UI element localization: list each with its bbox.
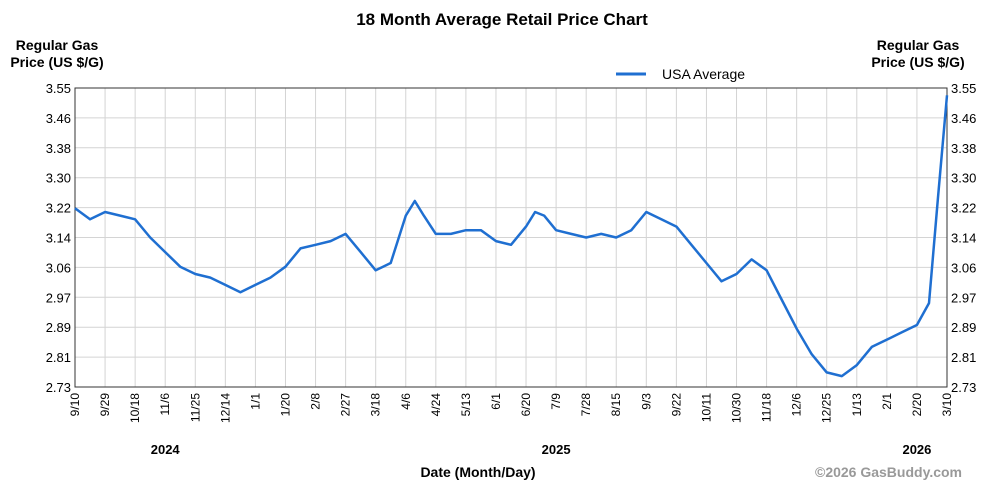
y-tick-label-right: 2.73 <box>951 380 976 395</box>
left-y-axis-labels: 3.55 3.46 3.38 3.30 3.22 3.14 3.06 2.97 2.89 2.81… <box>46 81 71 395</box>
x-tick-label: 9/29 <box>98 393 112 417</box>
y-tick-label-right: 2.89 <box>951 320 976 335</box>
y-tick-label-left: 3.38 <box>46 141 71 156</box>
legend-label-usa-average: USA Average <box>662 66 745 82</box>
right-y-axis-title-line1: Regular Gas <box>877 37 960 53</box>
right-y-axis-labels: 3.55 3.46 3.38 3.30 3.22 3.14 3.06 2.97 2.89 2.81… <box>951 81 976 395</box>
x-tick-label: 7/28 <box>579 393 593 417</box>
x-tick-label: 3/18 <box>369 393 383 417</box>
x-tick-label: 7/9 <box>549 393 563 410</box>
year-label: 2024 <box>151 442 181 457</box>
y-tick-label-left: 3.14 <box>46 231 71 246</box>
y-tick-label-right: 3.14 <box>951 231 976 246</box>
year-label: 2026 <box>902 442 931 457</box>
x-tick-label: 2/8 <box>309 393 323 410</box>
right-y-axis-title-line2: Price (US $/G) <box>871 54 964 70</box>
x-tick-label: 3/10 <box>940 393 954 417</box>
x-tick-label: 8/15 <box>609 393 623 417</box>
x-tick-label: 6/20 <box>519 393 533 417</box>
series-line-usa-average <box>74 95 949 378</box>
x-tick-label: 9/10 <box>68 393 82 417</box>
x-axis-title: Date (Month/Day) <box>420 464 535 480</box>
y-tick-label-left: 2.73 <box>46 380 71 395</box>
y-tick-label-right: 2.97 <box>951 290 976 305</box>
grid <box>74 87 948 388</box>
y-tick-label-left: 3.55 <box>46 81 71 96</box>
year-labels: 2024 2025 2026 <box>151 442 932 457</box>
x-tick-label: 10/18 <box>128 393 142 423</box>
x-tick-label: 1/20 <box>278 393 292 417</box>
x-tick-label: 11/6 <box>158 393 172 416</box>
year-label: 2025 <box>542 442 571 457</box>
x-tick-label: 5/13 <box>459 393 473 417</box>
left-y-axis-title-line1: Regular Gas <box>16 37 99 53</box>
y-tick-label-left: 3.46 <box>46 111 71 126</box>
left-y-axis-title-line2: Price (US $/G) <box>10 54 103 70</box>
y-tick-label-right: 3.46 <box>951 111 976 126</box>
copyright-text: ©2026 GasBuddy.com <box>815 464 962 480</box>
y-tick-label-right: 3.38 <box>951 141 976 156</box>
chart-title: 18 Month Average Retail Price Chart <box>356 10 648 29</box>
x-tick-label: 10/11 <box>699 393 713 422</box>
x-tick-label: 11/25 <box>188 393 202 422</box>
x-tick-label: 1/13 <box>850 393 864 417</box>
x-tick-label: 2/20 <box>910 393 924 417</box>
y-tick-label-right: 3.22 <box>951 201 976 216</box>
x-tick-label: 6/1 <box>489 393 503 410</box>
x-tick-label: 12/14 <box>218 393 232 423</box>
y-tick-label-left: 2.97 <box>46 290 71 305</box>
x-tick-label: 2/1 <box>880 393 894 410</box>
x-tick-label: 11/18 <box>760 393 774 422</box>
legend: USA Average <box>616 66 745 82</box>
y-tick-label-right: 3.30 <box>951 171 976 186</box>
x-tick-label: 2/27 <box>339 393 353 417</box>
x-tick-label: 10/30 <box>730 393 744 423</box>
y-tick-label-right: 2.81 <box>951 350 976 365</box>
x-tick-label: 9/3 <box>639 393 653 410</box>
y-tick-label-left: 3.22 <box>46 201 71 216</box>
y-tick-label-right: 3.55 <box>951 81 976 96</box>
x-tick-label: 1/1 <box>248 393 262 410</box>
x-tick-label: 4/6 <box>399 393 413 410</box>
x-tick-label: 4/24 <box>429 393 443 417</box>
y-tick-label-left: 2.81 <box>46 350 71 365</box>
x-tick-label: 9/22 <box>669 393 683 417</box>
y-tick-label-left: 2.89 <box>46 320 71 335</box>
y-tick-label-left: 3.06 <box>46 260 71 275</box>
x-tick-label: 12/6 <box>790 393 804 417</box>
y-tick-label-right: 3.06 <box>951 260 976 275</box>
x-tick-label: 12/25 <box>820 393 834 423</box>
y-tick-label-left: 3.30 <box>46 171 71 186</box>
plot-area-border <box>74 87 948 388</box>
x-axis-labels: 9/10 9/29 10/18 11/6 11/25 12/14 1/1 1/20 2/8 2/2… <box>68 393 954 423</box>
